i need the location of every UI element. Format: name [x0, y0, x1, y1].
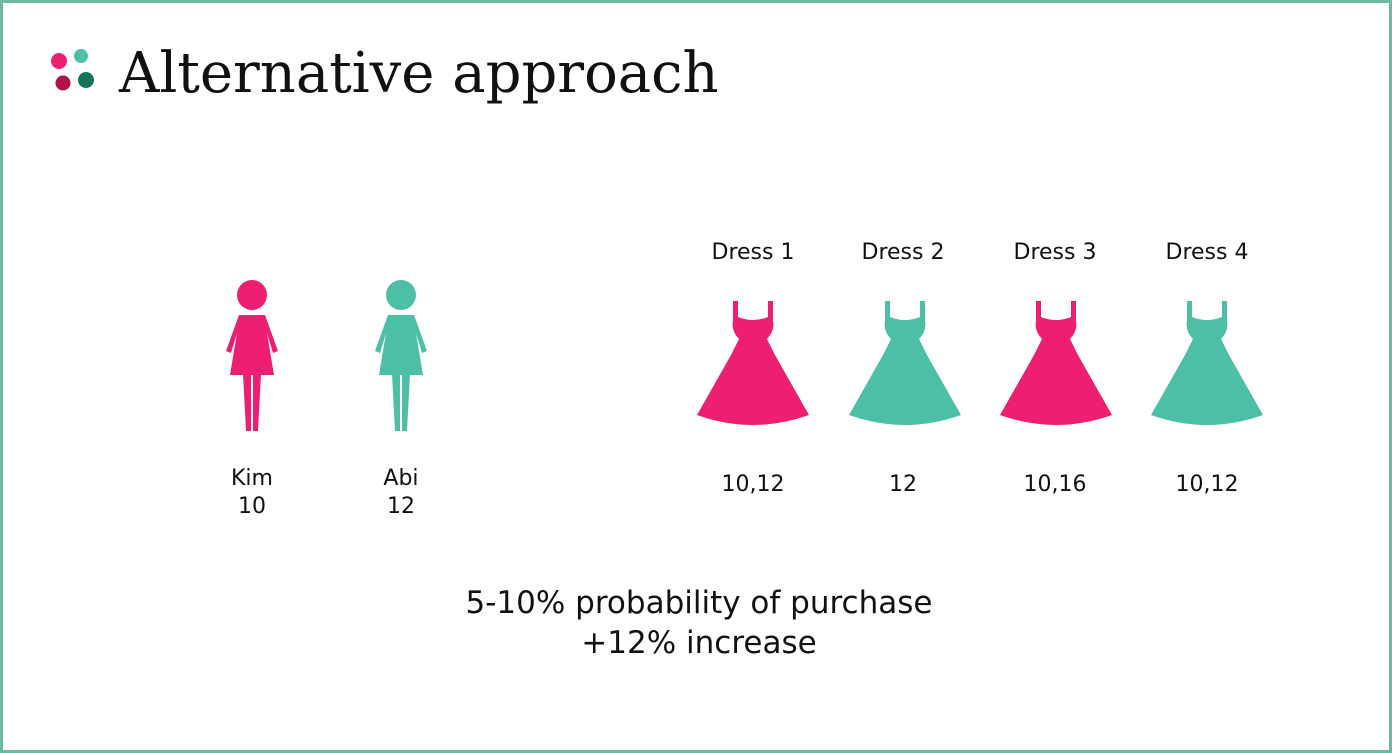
dress-icon	[697, 301, 809, 425]
woman-icon	[226, 280, 278, 431]
dress-label: Dress 4	[1165, 240, 1249, 265]
dress-icon	[849, 301, 961, 425]
page-title: Alternative approach	[119, 41, 719, 106]
dress-icon	[1000, 301, 1112, 425]
summary: 5-10% probability of purchase +12% incre…	[399, 583, 999, 663]
dress-sizes: 10,16	[1023, 472, 1087, 497]
person-kim: Kim 10	[197, 279, 307, 521]
person-name: Kim	[231, 466, 273, 491]
person-size: 12	[387, 494, 415, 519]
summary-probability: 5-10% probability of purchase	[465, 585, 933, 621]
dress-icon	[1151, 301, 1263, 425]
dress-label: Dress 1	[711, 240, 795, 265]
dress-sizes: 10,12	[721, 472, 785, 497]
summary-increase: +12% increase	[581, 625, 817, 661]
dress-label: Dress 2	[861, 240, 945, 265]
dress-sizes: 10,12	[1175, 472, 1239, 497]
four-dots-logo-icon	[51, 49, 94, 91]
person-size: 10	[238, 494, 266, 519]
dress-label: Dress 3	[1013, 240, 1097, 265]
person-abi: Abi 12	[346, 279, 456, 521]
woman-icon	[375, 280, 427, 431]
person-name: Abi	[383, 466, 419, 491]
dress-sizes: 12	[889, 472, 917, 497]
